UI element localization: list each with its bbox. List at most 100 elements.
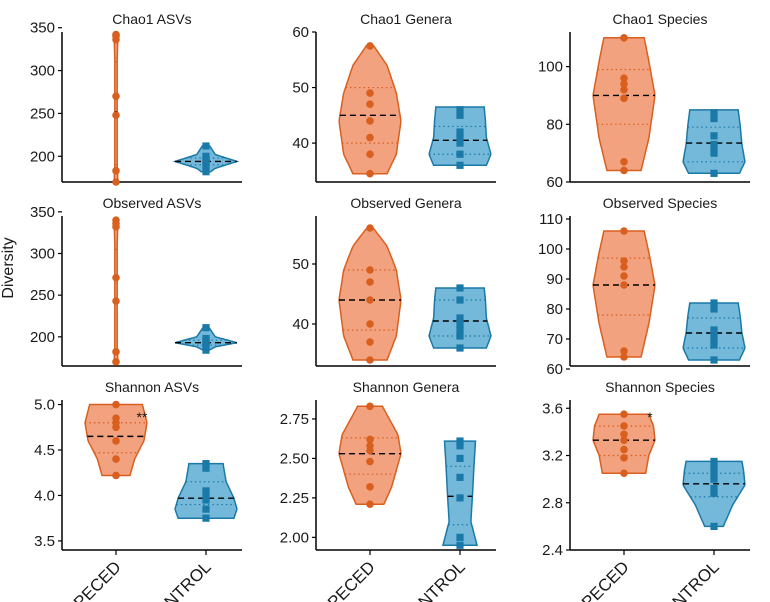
data-point xyxy=(710,109,718,117)
y-tick-label: 300 xyxy=(30,63,55,80)
data-point xyxy=(456,454,464,463)
y-tick-label: 100 xyxy=(538,241,563,258)
data-point xyxy=(112,216,120,224)
data-point xyxy=(112,471,120,480)
data-point xyxy=(112,437,120,445)
data-point xyxy=(456,442,464,450)
x-tick-label-apeced: APECED xyxy=(316,557,379,602)
y-tick-label: 80 xyxy=(546,301,563,318)
data-point xyxy=(456,494,464,502)
data-point xyxy=(456,320,464,328)
y-tick-label: 40 xyxy=(292,316,309,333)
data-point xyxy=(620,436,628,444)
y-tick-label: 350 xyxy=(30,204,55,221)
violin-group-apeced xyxy=(592,33,656,175)
data-point xyxy=(710,114,718,123)
x-tick-label-control: CONTROL xyxy=(143,557,215,602)
data-point xyxy=(620,353,628,361)
y-tick-label: 200 xyxy=(30,148,55,165)
data-point xyxy=(202,460,210,468)
data-point xyxy=(112,92,120,101)
x-tick-label-apeced: APECED xyxy=(62,557,125,602)
data-point xyxy=(112,167,120,175)
panel-chao1-genera: Chao1 Genera 40 50 60 xyxy=(292,11,496,183)
data-point xyxy=(366,150,374,159)
data-point xyxy=(112,273,120,282)
data-point xyxy=(620,430,628,439)
data-point xyxy=(366,169,374,178)
data-point xyxy=(366,500,374,509)
data-point xyxy=(710,299,718,307)
y-tick-label: 4.0 xyxy=(34,487,55,504)
violin-group-apeced xyxy=(592,410,656,478)
y-tick-label: 350 xyxy=(30,20,55,37)
data-point xyxy=(620,74,628,82)
data-point xyxy=(202,487,210,495)
data-point xyxy=(202,168,210,176)
y-tick-label: 50 xyxy=(292,80,309,97)
violin-group-apeced xyxy=(338,42,402,178)
y-tick-label: 3.6 xyxy=(542,400,563,417)
data-point xyxy=(366,441,374,450)
significance-marker: * xyxy=(647,409,653,425)
data-point xyxy=(366,224,374,232)
violin-group-apeced xyxy=(112,216,120,366)
data-point xyxy=(202,152,210,160)
data-point xyxy=(112,400,120,409)
y-tick-label: 2.25 xyxy=(280,490,309,507)
data-point xyxy=(620,257,628,265)
data-point xyxy=(456,533,464,541)
y-tick-label: 300 xyxy=(30,246,55,263)
data-point xyxy=(112,348,120,356)
data-point xyxy=(366,402,374,411)
x-tick-label-apeced: APECED xyxy=(570,557,633,602)
panel-title: Shannon Species xyxy=(605,379,715,395)
data-point xyxy=(710,169,718,177)
y-tick-label: 250 xyxy=(30,105,55,122)
y-tick-label: 5.0 xyxy=(34,397,55,414)
data-point xyxy=(710,469,718,477)
data-point xyxy=(710,475,718,483)
data-point xyxy=(620,469,628,478)
data-point xyxy=(710,489,718,497)
data-point xyxy=(456,314,464,322)
data-point xyxy=(710,341,718,349)
data-point xyxy=(112,297,120,305)
panel-title: Chao1 Genera xyxy=(360,11,452,27)
data-point xyxy=(112,414,120,422)
y-tick-label: 2.4 xyxy=(542,542,563,559)
data-point xyxy=(202,334,210,343)
panel-chao1-species: Chao1 Species 60 80 100 xyxy=(538,11,750,191)
data-point xyxy=(456,332,464,340)
data-point xyxy=(620,80,628,88)
panel-observed-species: Observed Species 60 70 80 90 100 110 xyxy=(538,195,750,378)
data-point xyxy=(366,100,374,109)
y-tick-label: 2.50 xyxy=(280,450,309,467)
panel-title: Chao1 ASVs xyxy=(112,11,191,27)
violin-group-control xyxy=(682,457,746,530)
y-tick-label: 3.5 xyxy=(34,533,55,550)
data-point xyxy=(710,522,718,530)
y-tick-label: 60 xyxy=(546,361,563,378)
data-point xyxy=(456,161,464,169)
data-point xyxy=(620,445,628,454)
y-tick-label: 60 xyxy=(292,24,309,41)
violin-group-control xyxy=(682,109,746,177)
data-point xyxy=(112,178,120,186)
data-point xyxy=(456,326,464,334)
violin-group-control xyxy=(428,106,492,169)
y-tick-label: 60 xyxy=(546,174,563,191)
violin-group-apeced xyxy=(84,400,148,480)
violin-body xyxy=(592,230,656,358)
data-point xyxy=(366,457,374,466)
data-point xyxy=(112,455,120,463)
data-point xyxy=(620,94,628,103)
panel-shannon-genera: Shannon Genera 2.00 2.25 2.50 2.75 APECED CONT… xyxy=(280,379,496,602)
violin-group-control xyxy=(428,284,492,352)
y-tick-label: 4.5 xyxy=(34,442,55,459)
y-tick-label: 2.00 xyxy=(280,529,309,546)
data-point xyxy=(710,149,718,157)
x-tick-label-control: CONTROL xyxy=(651,557,723,602)
data-point xyxy=(456,133,464,142)
